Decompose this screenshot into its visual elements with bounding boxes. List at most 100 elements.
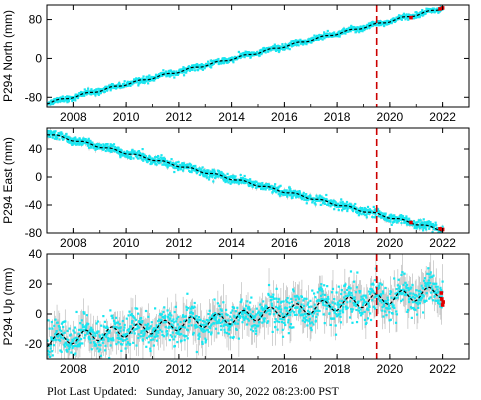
data-point (233, 177, 236, 180)
data-point (161, 315, 165, 319)
data-point (174, 335, 177, 338)
data-point (188, 69, 191, 72)
data-point (160, 157, 163, 160)
data-point (376, 208, 380, 211)
data-point (288, 48, 291, 51)
data-point (196, 318, 199, 321)
data-point (294, 298, 297, 301)
data-point (183, 315, 186, 318)
data-point (263, 47, 266, 50)
data-point (273, 185, 276, 188)
data-point (62, 320, 66, 323)
data-point (136, 312, 140, 315)
data-point (304, 312, 307, 315)
data-point (65, 132, 68, 136)
data-point (290, 297, 293, 301)
data-point (219, 325, 223, 328)
data-point (63, 343, 66, 346)
data-point (310, 321, 314, 324)
data-point (353, 206, 357, 209)
data-point (261, 321, 264, 324)
data-point (194, 323, 198, 327)
data-point (59, 334, 62, 337)
data-point (244, 311, 247, 314)
data-point (198, 167, 201, 170)
data-point (135, 154, 138, 157)
data-point (348, 206, 351, 209)
data-point (170, 323, 173, 326)
data-point (169, 160, 172, 164)
data-point (370, 209, 373, 213)
data-point (233, 315, 236, 318)
data-point (389, 215, 392, 218)
data-point (306, 309, 310, 312)
data-point (276, 328, 279, 331)
data-point (122, 329, 125, 332)
data-point (276, 300, 279, 303)
data-point (97, 340, 100, 343)
data-point (79, 138, 82, 141)
data-point (222, 178, 225, 181)
x-tick-label: 2012 (166, 236, 193, 250)
data-point (290, 326, 293, 329)
data-point (226, 323, 229, 326)
data-point (165, 164, 168, 167)
data-point (113, 145, 117, 149)
data-point (298, 297, 301, 300)
data-point (357, 28, 360, 31)
data-point (260, 307, 263, 310)
data-point (138, 77, 141, 81)
data-point (336, 303, 339, 306)
data-point (99, 344, 102, 347)
data-point (137, 336, 140, 340)
data-point (263, 319, 266, 322)
data-point (118, 323, 121, 326)
data-point (299, 38, 302, 41)
data-point (61, 95, 64, 98)
data-point (183, 339, 186, 342)
data-point (321, 202, 325, 205)
data-point (324, 304, 327, 307)
data-point (117, 336, 120, 339)
data-point (316, 34, 319, 37)
data-point (230, 318, 233, 321)
data-point (282, 300, 285, 303)
data-point (139, 321, 142, 325)
data-point (400, 18, 403, 21)
data-point (265, 305, 268, 309)
data-point (229, 336, 232, 339)
data-point (245, 312, 248, 315)
data-point (66, 350, 69, 353)
data-point (327, 298, 330, 301)
data-point (323, 201, 326, 204)
data-point (326, 285, 329, 288)
data-point (80, 338, 83, 341)
data-point (253, 183, 256, 186)
data-point (274, 49, 278, 53)
data-point (189, 165, 192, 168)
y-tick-label: 80 (29, 13, 43, 27)
data-point (68, 327, 71, 330)
data-point (106, 145, 110, 148)
data-point (53, 98, 56, 101)
data-point (418, 224, 422, 227)
data-point (181, 68, 184, 71)
data-point (116, 151, 119, 154)
data-point (291, 192, 294, 195)
data-point (196, 325, 199, 328)
data-point (183, 71, 186, 74)
data-point (299, 309, 302, 313)
data-point (167, 313, 170, 316)
data-point (278, 305, 281, 308)
trend-line (47, 8, 443, 105)
data-point (361, 208, 364, 212)
data-point (72, 329, 75, 332)
data-point (422, 218, 425, 221)
data-point (209, 317, 212, 320)
data-point (424, 12, 427, 15)
data-point (329, 205, 332, 208)
data-point (60, 322, 64, 325)
data-point (77, 339, 80, 342)
data-point (186, 329, 190, 332)
